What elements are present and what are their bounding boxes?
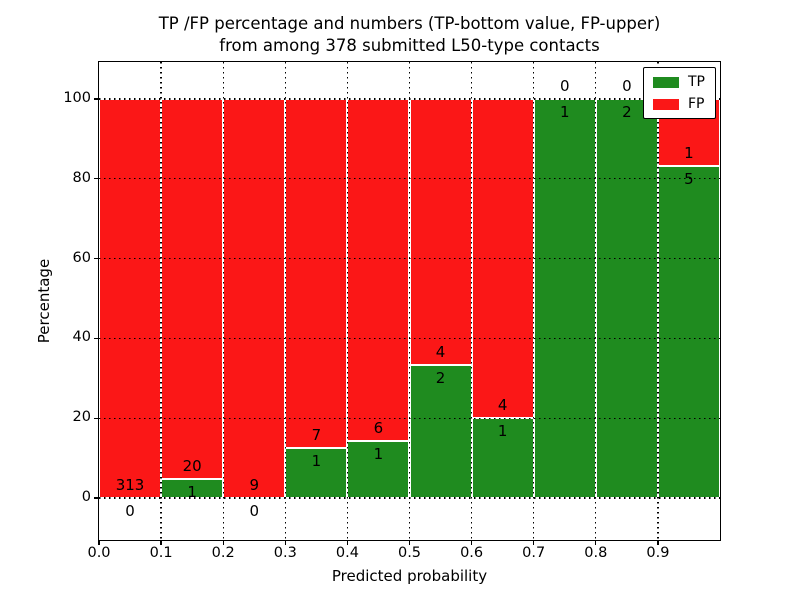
tp-count-label: 1: [187, 483, 197, 501]
legend-item-fp: FP: [653, 97, 705, 111]
tp-count-label: 0: [125, 502, 135, 520]
chart-title-line2: from among 378 submitted L50-type contac…: [219, 36, 600, 55]
y-tick-label: 40: [72, 329, 91, 346]
y-tick: [94, 257, 99, 260]
bar-segment-tp: [285, 448, 348, 498]
tp-count-label: 1: [559, 103, 570, 121]
legend: TP FP: [643, 67, 716, 119]
x-tick: [470, 540, 473, 545]
gridline-x: [657, 62, 659, 540]
gridline-x: [408, 62, 411, 540]
x-tick: [657, 540, 659, 545]
x-tick-label: 0.0: [87, 545, 111, 561]
legend-label-fp: FP: [688, 96, 705, 112]
x-tick-label: 0.3: [273, 545, 297, 561]
bar-segment-fp: [409, 99, 472, 365]
y-tick: [94, 337, 99, 340]
gridline-x: [346, 62, 349, 540]
bar-segment-fp: [223, 99, 286, 498]
bar-segment-tp: [533, 99, 596, 498]
fp-swatch-icon: [653, 98, 679, 110]
gridline-x: [160, 62, 162, 540]
x-tick: [595, 540, 597, 545]
gridline-y: [99, 417, 720, 419]
x-tick-label: 0.5: [397, 545, 422, 561]
bar-segment-tp: [657, 165, 720, 498]
x-tick: [222, 540, 224, 545]
x-tick-label: 0.1: [149, 545, 173, 561]
gridline-x: [595, 62, 597, 540]
chart-title: TP /FP percentage and numbers (TP-bottom…: [99, 13, 720, 57]
x-tick-label: 0.2: [211, 545, 235, 561]
fp-count-label: 1: [684, 143, 694, 162]
fp-count-label: 20: [182, 457, 202, 475]
fp-count-label: 6: [373, 419, 384, 437]
x-tick-label: 0.6: [460, 545, 484, 561]
x-tick: [408, 540, 411, 545]
gridline-y: [99, 337, 720, 340]
x-axis-label: Predicted probability: [331, 567, 488, 585]
tp-swatch-icon: [653, 76, 679, 88]
gridline-y: [99, 497, 720, 499]
tp-count-label: 1: [497, 422, 508, 441]
y-tick-label: 60: [72, 249, 91, 266]
fp-count-label: 0: [559, 77, 570, 95]
y-tick-label: 100: [63, 90, 91, 106]
tp-count-label: 0: [249, 502, 260, 520]
fp-count-label: 7: [311, 426, 322, 445]
fp-count-label: 4: [497, 396, 508, 415]
x-tick: [284, 540, 286, 545]
gridline-y: [99, 98, 720, 100]
y-tick: [94, 497, 99, 499]
bar-segment-fp: [347, 99, 410, 441]
x-tick-label: 0.9: [646, 545, 670, 561]
y-tick-label: 20: [72, 409, 91, 426]
x-tick-label: 0.7: [522, 545, 546, 561]
bar-segment-tp: [409, 365, 472, 498]
fp-count-label: 9: [249, 476, 260, 494]
legend-label-tp: TP: [688, 74, 705, 90]
fp-count-label: 4: [435, 343, 446, 361]
y-tick-label: 0: [81, 489, 91, 505]
tp-count-label: 2: [435, 369, 446, 387]
x-tick: [160, 540, 162, 545]
x-tick-label: 0.4: [335, 545, 359, 561]
gridline-y: [99, 257, 720, 260]
bar-segment-fp: [161, 99, 224, 479]
tp-count-label: 1: [373, 445, 384, 463]
fp-count-label: 0: [622, 77, 632, 95]
plot-area: TP FP 313 0 20 1 9 0 7 1 6 1 4 2 4 1 0 1 0 2 1 5: [99, 62, 720, 540]
bar-segment-tp: [595, 99, 658, 498]
x-tick: [533, 540, 535, 545]
gridline-x: [533, 62, 535, 540]
tp-count-label: 5: [684, 169, 694, 188]
tp-count-label: 1: [311, 452, 322, 471]
gridline-x: [284, 62, 286, 540]
x-tick: [346, 540, 349, 545]
y-tick: [94, 417, 99, 419]
bar-segment-fp: [285, 99, 348, 449]
tp-count-label: 2: [622, 103, 632, 121]
gridline-x: [470, 62, 473, 540]
fp-count-label: 313: [115, 476, 145, 494]
legend-item-tp: TP: [653, 75, 705, 89]
gridline-y: [99, 178, 720, 180]
bar-segment-fp: [99, 99, 162, 498]
chart-title-line1: TP /FP percentage and numbers (TP-bottom…: [158, 14, 661, 33]
y-tick: [94, 178, 99, 180]
x-tick: [98, 540, 100, 545]
gridline-x: [222, 62, 224, 540]
y-axis-label: Percentage: [35, 258, 53, 344]
x-tick-label: 0.8: [584, 545, 608, 561]
y-tick: [94, 98, 99, 100]
y-tick-label: 80: [72, 169, 91, 186]
